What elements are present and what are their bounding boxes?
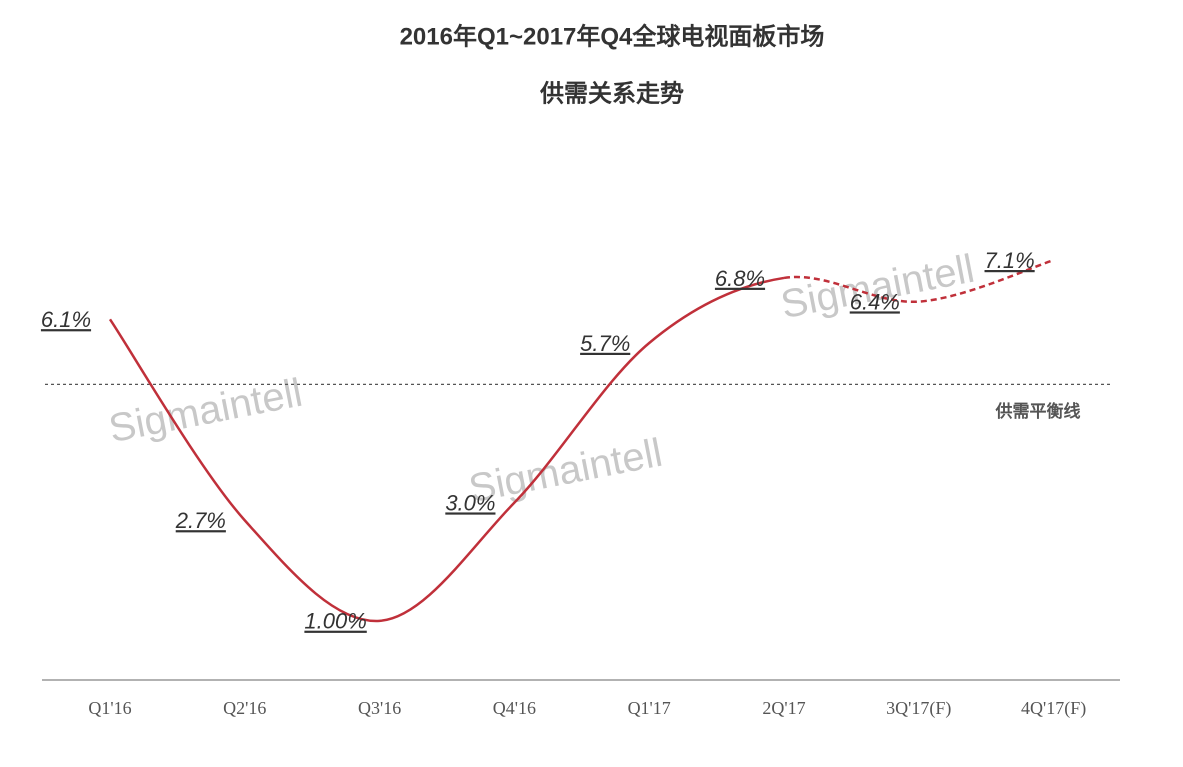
chart-title: 2016年Q1~2017年Q4全球电视面板市场 (400, 22, 825, 50)
data-label: 1.00% (304, 609, 366, 634)
data-label: 3.0% (445, 490, 495, 515)
watermark: Sigmaintell (777, 247, 977, 328)
forecast-line (783, 259, 1054, 303)
data-label: 2.7% (175, 508, 226, 533)
watermark: Sigmaintell (105, 371, 305, 452)
x-tick-label: Q1'16 (88, 698, 131, 718)
data-label: 6.8% (715, 266, 765, 291)
balance-line-label: 供需平衡线 (995, 401, 1081, 421)
x-tick-label: 3Q'17(F) (886, 698, 951, 719)
x-tick-label: Q3'16 (358, 698, 401, 718)
x-tick-label: 4Q'17(F) (1021, 698, 1086, 719)
x-tick-label: Q2'16 (223, 698, 266, 718)
line (108, 276, 785, 623)
data-label: 6.1% (41, 307, 91, 332)
data-label: 5.7% (580, 331, 630, 356)
x-tick-label: 2Q'17 (762, 698, 805, 718)
chart-subtitle: 供需关系走势 (539, 80, 684, 107)
data-label: 7.1% (985, 248, 1035, 273)
x-tick-label: Q1'17 (628, 698, 671, 718)
x-tick-label: Q4'16 (493, 698, 536, 718)
data-label: 6.4% (850, 289, 900, 314)
